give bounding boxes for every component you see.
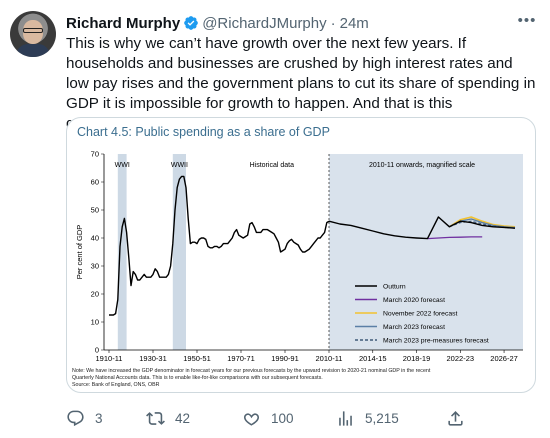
author-name[interactable]: Richard Murphy xyxy=(66,14,181,32)
y-tick-label: 60 xyxy=(91,178,99,187)
x-tick-label: 1990-91 xyxy=(271,354,299,363)
legend-entry: Outturn xyxy=(383,284,406,291)
retweet-count: 42 xyxy=(175,410,191,426)
heart-icon xyxy=(243,412,260,426)
chart-footnote-1: Note: We have increased the GDP denomina… xyxy=(72,368,431,374)
x-tick-label: 2014-15 xyxy=(359,354,387,363)
x-tick-label: 2022-23 xyxy=(447,354,475,363)
like-count: 100 xyxy=(271,410,294,426)
series-outturn-recent xyxy=(328,216,516,240)
more-options-icon[interactable]: ••• xyxy=(517,12,537,29)
reply-count: 3 xyxy=(95,410,103,426)
tweet-timestamp[interactable]: 24m xyxy=(339,14,369,32)
wwi-annotation: WWI xyxy=(115,162,130,169)
x-tick-label: 2010-11 xyxy=(316,354,343,363)
chart-image[interactable]: Chart 4.5: Public spending as a share of… xyxy=(66,117,536,393)
y-tick-label: 40 xyxy=(91,234,99,243)
x-tick-label: 1910-11 xyxy=(96,354,123,363)
chart-footnote-2: Quarterly National Accounts data. This i… xyxy=(72,375,323,381)
magnified-region-shading xyxy=(329,154,523,350)
action-bar: 3 42 100 5,215 xyxy=(66,406,536,430)
y-tick-label: 0 xyxy=(95,346,99,355)
retweet-icon xyxy=(146,411,165,425)
header-separator: · xyxy=(330,14,336,32)
y-axis-label: Per cent of GDP xyxy=(75,225,84,280)
x-tick-label: 1950-51 xyxy=(183,354,211,363)
like-button[interactable]: 100 xyxy=(242,406,294,430)
x-tick-label: 2018-19 xyxy=(403,354,431,363)
share-icon xyxy=(448,410,463,426)
wwii-shading xyxy=(172,154,186,350)
legend-entry: March 2020 forecast xyxy=(383,297,445,304)
series-march-2020-forecast xyxy=(427,236,483,240)
retweet-button[interactable]: 42 xyxy=(146,406,190,430)
tweet-header: Richard Murphy @RichardJMurphy · 24m xyxy=(66,13,369,33)
y-tick-label: 10 xyxy=(91,318,99,327)
avatar-shirt xyxy=(16,44,50,57)
reply-button[interactable]: 3 xyxy=(66,406,103,430)
avatar-glasses xyxy=(23,28,43,33)
author-handle[interactable]: @RichardJMurphy xyxy=(202,14,327,32)
legend-entry: March 2023 forecast xyxy=(383,324,445,331)
views-button[interactable]: 5,215 xyxy=(336,406,399,430)
legend-entry: November 2022 forecast xyxy=(383,311,458,318)
wwii-annotation: WWII xyxy=(171,162,188,169)
legend-entry: March 2023 pre-measures forecast xyxy=(383,338,489,345)
wwi-shading xyxy=(117,154,127,350)
y-tick-label: 20 xyxy=(91,290,99,299)
x-tick-label: 1930-31 xyxy=(139,354,167,363)
series-november-2022-forecast xyxy=(448,216,516,228)
chart-source: Source: Bank of England, ONS, OBR xyxy=(72,382,160,388)
x-tick-label: 2026-27 xyxy=(490,354,518,363)
y-tick-label: 30 xyxy=(91,262,99,271)
historical-annotation: Historical data xyxy=(250,162,294,169)
avatar[interactable] xyxy=(10,11,56,57)
y-tick-label: 50 xyxy=(91,206,99,215)
bar-chart-icon xyxy=(339,410,352,426)
chart-title: Chart 4.5: Public spending as a share of… xyxy=(77,125,330,139)
chart-plot-area: 0 10 20 30 40 50 60 70 Per cent of GDP 1910-11 193… xyxy=(75,150,523,363)
chart-svg: Chart 4.5: Public spending as a share of… xyxy=(72,125,523,388)
x-tick-label: 1970-71 xyxy=(227,354,255,363)
verified-badge-icon xyxy=(184,16,199,30)
y-tick-label: 70 xyxy=(91,150,99,159)
share-button[interactable] xyxy=(446,406,475,430)
reply-icon xyxy=(67,410,84,426)
series-outturn-historical xyxy=(109,175,330,316)
magnified-annotation: 2010-11 onwards, magnified scale xyxy=(369,162,475,169)
views-count: 5,215 xyxy=(365,410,399,426)
tweet-text: This is why we can’t have growth over th… xyxy=(66,35,536,132)
